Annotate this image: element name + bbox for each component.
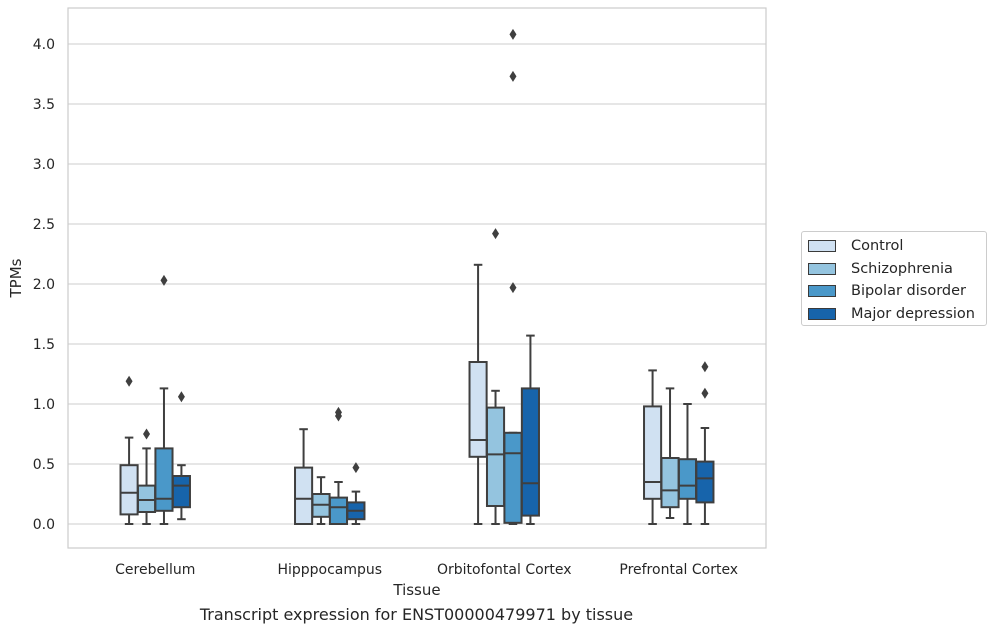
y-tick-label: 2.0 (33, 277, 55, 293)
legend-item-major-depression: Major depression (808, 303, 986, 326)
y-tick-label: 4.0 (33, 37, 55, 53)
box-series (119, 28, 715, 526)
outlier-point (509, 282, 517, 294)
legend-swatch-control (808, 240, 836, 253)
box-schizophrenia-cerebellum (136, 428, 157, 525)
outlier-point (509, 70, 517, 82)
y-tick-label: 2.5 (33, 217, 55, 233)
legend-label-bipolar-disorder: Bipolar disorder (851, 283, 966, 300)
y-axis-label: TPMs (7, 258, 25, 298)
outlier-point (334, 406, 342, 418)
box-iqr (695, 460, 715, 504)
box-iqr (136, 484, 157, 514)
box-iqr (468, 361, 488, 458)
outlier-point (701, 387, 709, 399)
box-major-depression-hipppocampus (346, 462, 366, 525)
box-iqr (677, 458, 698, 500)
series-major-depression (171, 334, 715, 525)
box-schizophrenia-orbitofontal-cortex (485, 228, 506, 525)
box-bipolar-disorder-prefrontal-cortex (677, 403, 698, 525)
legend-item-control: Control (808, 235, 986, 258)
box-iqr (328, 496, 349, 526)
x-tick-label-prefrontal-cortex: Prefrontal Cortex (619, 562, 738, 578)
legend-swatch-schizophrenia (808, 262, 836, 275)
legend-label-major-depression: Major depression (851, 305, 975, 322)
legend-label-control: Control (851, 238, 904, 255)
box-iqr (503, 431, 523, 524)
box-major-depression-prefrontal-cortex (695, 361, 715, 525)
legend: Control Schizophrenia Bipolar disorder M… (801, 231, 987, 326)
legend-item-schizophrenia: Schizophrenia (808, 258, 986, 281)
legend-label-schizophrenia: Schizophrenia (851, 260, 953, 277)
legend-swatch-bipolar-disorder (808, 285, 836, 298)
outlier-point (160, 274, 168, 286)
series-schizophrenia (136, 228, 680, 525)
outlier-point (143, 428, 151, 440)
outlier-point (492, 228, 500, 240)
series-control (119, 263, 663, 526)
x-tick-labels: Cerebellum Hipppocampus Orbitofontal Corte… (115, 562, 738, 578)
box-iqr (154, 447, 174, 512)
box-iqr (119, 464, 139, 516)
box-iqr (485, 406, 506, 508)
outlier-point (177, 391, 185, 403)
box-schizophrenia-prefrontal-cortex (660, 387, 680, 519)
x-tick-label-hipppocampus: Hipppocampus (277, 562, 382, 578)
plot-area-frame (67, 7, 767, 549)
y-tick-label: 0.5 (33, 457, 55, 473)
outlier-point (509, 28, 517, 40)
y-tick-label: 3.5 (33, 97, 55, 113)
chart-caption: Transcript expression for ENST0000047997… (199, 605, 634, 624)
x-tick-label-orbitofontal-cortex: Orbitofontal Cortex (437, 562, 572, 578)
box-iqr (643, 405, 663, 500)
box-bipolar-disorder-cerebellum (154, 274, 174, 525)
box-control-hipppocampus (294, 428, 314, 526)
box-control-prefrontal-cortex (643, 369, 663, 525)
box-major-depression-orbitofontal-cortex (520, 334, 540, 525)
outlier-point (352, 462, 360, 474)
box-iqr (171, 475, 191, 509)
box-iqr (660, 457, 680, 509)
x-axis-label: Tissue (392, 581, 440, 599)
y-tick-label: 0.0 (33, 517, 55, 533)
outlier-point (701, 361, 709, 373)
legend-item-bipolar-disorder: Bipolar disorder (808, 280, 986, 303)
outlier-point (125, 375, 133, 387)
gridlines (68, 43, 766, 525)
box-bipolar-disorder-orbitofontal-cortex (503, 28, 523, 525)
box-iqr (520, 387, 540, 517)
box-major-depression-cerebellum (171, 391, 191, 521)
legend-swatch-major-depression (808, 307, 836, 320)
box-iqr (294, 466, 314, 526)
series-bipolar-disorder (154, 28, 698, 526)
y-tick-label: 1.5 (33, 337, 55, 353)
box-control-orbitofontal-cortex (468, 263, 488, 525)
box-bipolar-disorder-hipppocampus (328, 406, 349, 526)
y-tick-label: 3.0 (33, 157, 55, 173)
y-tick-labels: 0.0 0.5 1.0 1.5 2.0 2.5 3.0 3.5 4.0 (33, 37, 55, 533)
box-control-cerebellum (119, 375, 139, 525)
x-tick-label-cerebellum: Cerebellum (115, 562, 195, 578)
y-tick-label: 1.0 (33, 397, 55, 413)
box-schizophrenia-hipppocampus (311, 476, 331, 525)
